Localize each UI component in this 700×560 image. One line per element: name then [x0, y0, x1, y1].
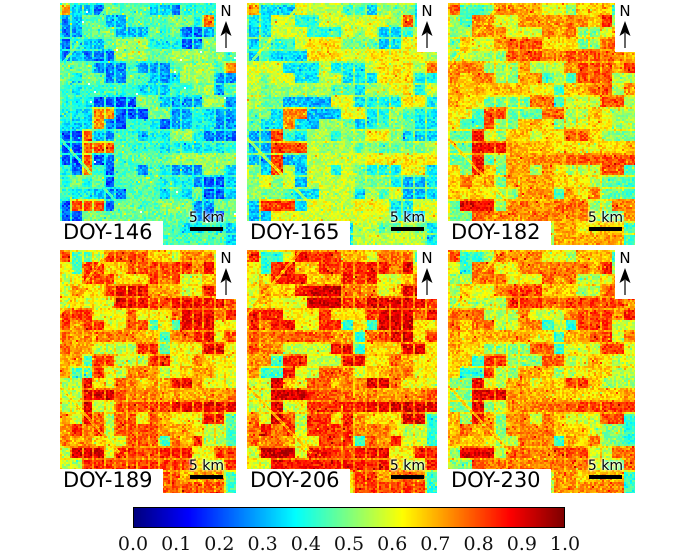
map-raster-doy-206 [247, 250, 437, 493]
scale-bar-label: 5 km [587, 458, 623, 474]
scale-bar-line [390, 227, 424, 231]
north-label: N [220, 2, 232, 20]
panel-label: DOY-146 [60, 221, 163, 245]
map-raster-doy-165 [247, 3, 437, 245]
scale-bar-line [588, 475, 622, 479]
panel-label: DOY-165 [247, 221, 350, 245]
north-indicator: N [615, 3, 635, 52]
scale-bar-line [390, 475, 424, 479]
north-arrow-icon [619, 21, 631, 48]
colorbar-tick: 0.1 [161, 533, 192, 555]
panel-label: DOY-206 [247, 469, 350, 493]
scale-bar-label: 5 km [587, 210, 623, 226]
north-indicator: N [216, 250, 236, 299]
map-panel-doy-182: N 5 km DOY-182 [448, 3, 635, 245]
panel-label: DOY-182 [448, 221, 551, 245]
map-raster-doy-146 [60, 3, 236, 245]
scale-bar: 5 km [588, 459, 623, 479]
scale-bar: 5 km [588, 211, 623, 231]
map-raster-doy-230 [448, 250, 635, 493]
scale-bar-line [588, 227, 622, 231]
north-indicator: N [216, 3, 236, 52]
map-panel-doy-165: N 5 km DOY-165 [247, 3, 437, 245]
north-label: N [619, 249, 631, 267]
map-raster-doy-182 [448, 3, 635, 245]
map-panel-doy-206: N 5 km DOY-206 [247, 250, 437, 493]
map-panel-doy-189: N 5 km DOY-189 [60, 250, 236, 493]
panel-label: DOY-189 [60, 469, 163, 493]
colorbar-tick: 0.2 [204, 533, 235, 555]
colorbar-tick: 1.0 [549, 533, 581, 555]
map-raster-doy-189 [60, 250, 236, 493]
scale-bar: 5 km [189, 211, 224, 231]
scale-bar-label: 5 km [389, 210, 425, 226]
scale-bar-label: 5 km [188, 458, 224, 474]
north-label: N [421, 2, 433, 20]
scale-bar: 5 km [189, 459, 224, 479]
scale-bar: 5 km [390, 459, 425, 479]
scale-bar-label: 5 km [389, 458, 425, 474]
colorbar-ticks: 0.0 0.1 0.2 0.3 0.4 0.5 0.6 0.7 0.8 0.9 … [118, 533, 580, 555]
colorbar-tick: 0.4 [290, 533, 321, 555]
north-indicator: N [417, 3, 437, 52]
scale-bar: 5 km [390, 211, 425, 231]
north-arrow-icon [220, 21, 232, 48]
north-label: N [220, 249, 232, 267]
colorbar-tick: 0.5 [333, 533, 365, 555]
colorbar-tick: 0.0 [117, 533, 149, 555]
scale-bar-line [189, 227, 223, 231]
colorbar-tick: 0.9 [506, 533, 537, 555]
north-label: N [619, 2, 631, 20]
north-arrow-icon [421, 268, 433, 295]
panel-label: DOY-230 [448, 469, 551, 493]
map-panel-doy-146: N 5 km DOY-146 [60, 3, 236, 245]
north-arrow-icon [619, 268, 631, 295]
colorbar-tick: 0.7 [420, 533, 451, 555]
colorbar [133, 507, 565, 528]
scale-bar-line [189, 475, 223, 479]
scale-bar-label: 5 km [188, 210, 224, 226]
north-arrow-icon [421, 21, 433, 48]
map-panel-doy-230: N 5 km DOY-230 [448, 250, 635, 493]
north-label: N [421, 249, 433, 267]
colorbar-gradient [134, 508, 564, 527]
colorbar-tick: 0.8 [463, 533, 494, 555]
colorbar-tick: 0.6 [377, 533, 408, 555]
north-indicator: N [615, 250, 635, 299]
colorbar-tick: 0.3 [247, 533, 278, 555]
north-indicator: N [417, 250, 437, 299]
north-arrow-icon [220, 268, 232, 295]
